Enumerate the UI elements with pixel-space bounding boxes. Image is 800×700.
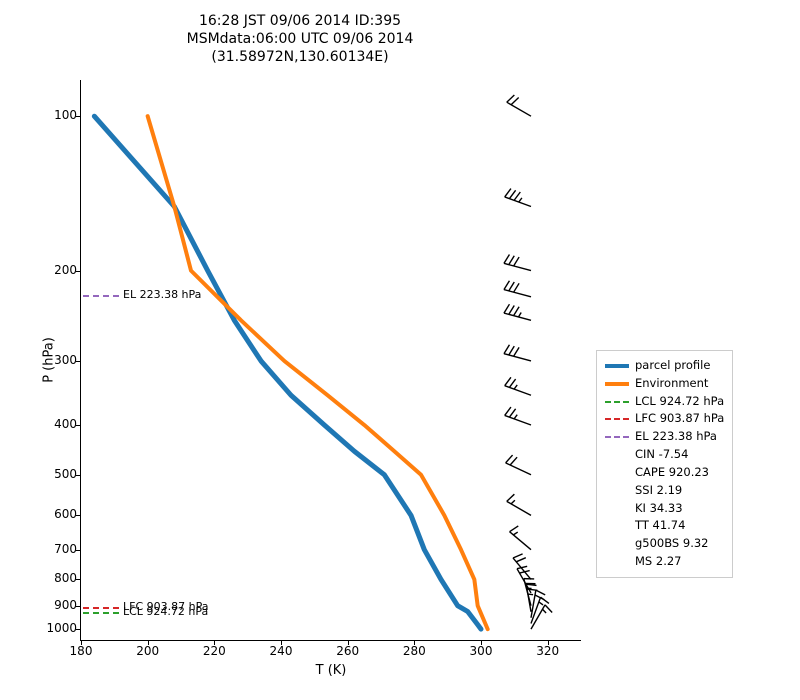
legend-lfc: LFC 903.87 hPa [605, 410, 724, 428]
title-line3: (31.58972N,130.60134E) [211, 49, 388, 65]
ytick-label: 300 [17, 353, 77, 367]
xtick-label: 320 [528, 644, 568, 658]
legend-ki: KI 34.33 [605, 500, 724, 518]
legend-el: EL 223.38 hPa [605, 428, 724, 446]
x-axis-label: T (K) [316, 663, 347, 678]
chart-svg [81, 80, 581, 640]
annotation: LFC 903.87 hPa [123, 600, 208, 613]
xtick-label: 300 [461, 644, 501, 658]
legend-lcl: LCL 924.72 hPa [605, 393, 724, 411]
ytick-label: 600 [17, 507, 77, 521]
legend-env: Environment [605, 375, 724, 393]
ytick-label: 800 [17, 571, 77, 585]
legend-cape: CAPE 920.23 [605, 464, 724, 482]
xtick-label: 240 [261, 644, 301, 658]
chart-title: 16:28 JST 09/06 2014 ID:395 MSMdata:06:0… [0, 12, 600, 67]
title-line1: 16:28 JST 09/06 2014 ID:395 [199, 13, 401, 29]
ytick-label: 700 [17, 542, 77, 556]
ytick-label: 100 [17, 108, 77, 122]
xtick-label: 180 [61, 644, 101, 658]
legend-ssi: SSI 2.19 [605, 482, 724, 500]
annotation: EL 223.38 hPa [123, 288, 201, 301]
legend-cin: CIN -7.54 [605, 446, 724, 464]
xtick-label: 220 [194, 644, 234, 658]
ytick-label: 400 [17, 417, 77, 431]
plot-area: P (hPa) T (K) 10020030040050060070080090… [80, 80, 581, 641]
ytick-label: 500 [17, 467, 77, 481]
legend-g500bs: g500BS 9.32 [605, 535, 724, 553]
legend: parcel profile Environment LCL 924.72 hP… [596, 350, 733, 578]
xtick-label: 200 [128, 644, 168, 658]
xtick-label: 280 [394, 644, 434, 658]
legend-parcel: parcel profile [605, 357, 724, 375]
legend-ms: MS 2.27 [605, 553, 724, 571]
ytick-label: 1000 [17, 621, 77, 635]
ytick-label: 900 [17, 598, 77, 612]
ytick-label: 200 [17, 263, 77, 277]
title-line2: MSMdata:06:00 UTC 09/06 2014 [187, 31, 414, 47]
xtick-label: 260 [328, 644, 368, 658]
legend-tt: TT 41.74 [605, 517, 724, 535]
